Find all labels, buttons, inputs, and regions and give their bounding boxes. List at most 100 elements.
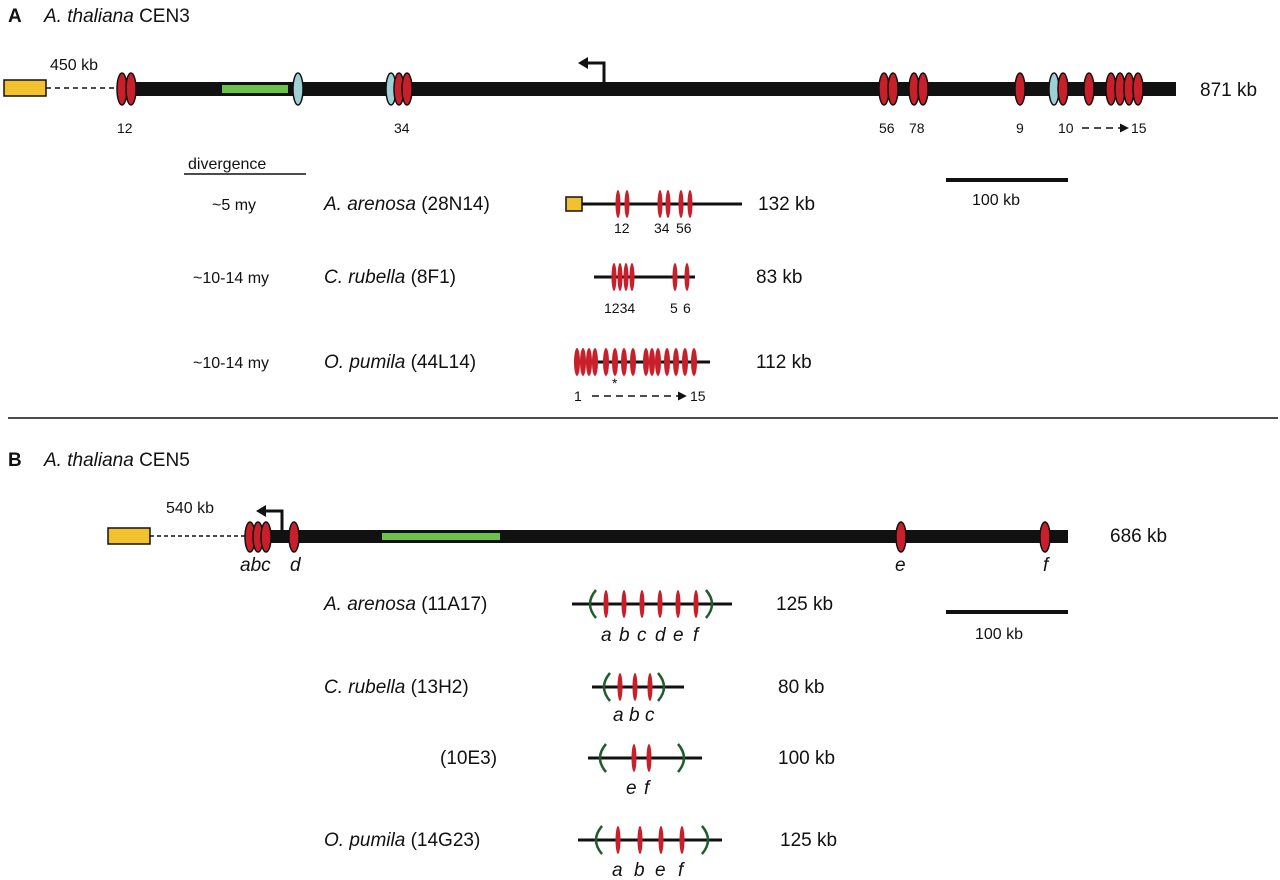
cen5-marker-label: e	[895, 555, 906, 576]
b-row1-left-bracket	[588, 589, 597, 619]
b-row1-right-bracket	[705, 589, 714, 619]
b-row4-species: O. pumila (14G23)	[324, 830, 480, 851]
repeat-red	[675, 590, 681, 618]
repeat-red	[917, 72, 929, 106]
repeat-red	[639, 590, 645, 618]
b-row1-size: 125 kb	[776, 594, 833, 615]
repeat-red	[574, 348, 580, 376]
repeat-red	[603, 590, 609, 618]
cen3-marker-label: 78	[909, 120, 925, 136]
a-row3-asterisk: *	[612, 375, 618, 391]
a-row1-species: A. arenosa (28N14)	[323, 194, 490, 215]
cen3-marker-label: 12	[117, 120, 133, 136]
a-row3-size: 112 kb	[756, 352, 812, 373]
repeat-red	[580, 348, 586, 376]
a-row1-label: 34	[654, 220, 670, 236]
b-row1-label: f	[693, 625, 700, 646]
cen5-size-label: 686 kb	[1110, 526, 1167, 547]
panel-b-letter: B	[8, 450, 22, 471]
cen5-yellow-box	[107, 527, 151, 545]
a-row2-label: 1234	[604, 300, 635, 316]
cen3-size-label: 871 kb	[1200, 80, 1257, 101]
scale-bar-b-label: 100 kb	[975, 626, 1023, 643]
repeat-red	[678, 190, 684, 218]
repeat-red	[630, 348, 636, 376]
cen3-marker-label: 9	[1016, 120, 1024, 136]
b-row3-label: e	[626, 778, 637, 799]
b-row4-left-bracket	[594, 825, 603, 855]
a-row2-repeats	[611, 263, 690, 291]
repeat-red	[637, 826, 643, 854]
b-row4-label: b	[634, 860, 645, 880]
b-row2-left-bracket	[602, 672, 611, 702]
cen3-yellow-box	[3, 79, 47, 97]
a-row1-size: 132 kb	[758, 194, 815, 215]
repeat-red	[125, 72, 137, 106]
repeat-red	[632, 673, 638, 701]
cen3-marker-label: 56	[879, 120, 895, 136]
repeat-red	[655, 348, 661, 376]
cen5-green-block	[382, 533, 500, 540]
scale-bar-a-label: 100 kb	[972, 192, 1020, 209]
repeat-red	[658, 826, 664, 854]
a-row2-species: C. rubella (8F1)	[324, 267, 456, 288]
repeat-red	[612, 348, 618, 376]
repeat-red	[687, 190, 693, 218]
b-row2-repeats	[617, 673, 653, 701]
repeat-red	[624, 190, 630, 218]
repeat-red	[586, 348, 592, 376]
repeat-red	[617, 263, 623, 291]
b-row2-right-bracket	[657, 672, 666, 702]
repeat-red	[288, 521, 300, 553]
a-row3-repeats	[574, 348, 697, 376]
b-row1-label: a	[601, 625, 612, 646]
cen3-marker-label: 10	[1058, 120, 1074, 136]
a-row1-label: 56	[676, 220, 692, 236]
a-row3-divergence: ~10-14 my	[193, 355, 269, 372]
repeat-red	[657, 590, 663, 618]
cen5-marker-label: f	[1043, 555, 1050, 576]
a-row3-label: 1	[574, 388, 582, 404]
cen5-arrowhead	[256, 505, 266, 517]
b-row4-right-bracket	[701, 825, 710, 855]
cen5-gap-label: 540 kb	[166, 500, 214, 517]
repeat-red	[621, 348, 627, 376]
b-row3-clone: (10E3)	[440, 748, 497, 769]
repeat-red	[611, 263, 617, 291]
cen3-repeats	[116, 72, 1144, 106]
a-row2-size: 83 kb	[756, 267, 802, 288]
repeat-red	[603, 348, 609, 376]
b-row2-species: C. rubella (13H2)	[324, 677, 469, 698]
a-row1-repeats	[615, 190, 693, 218]
repeat-red	[691, 348, 697, 376]
divergence-header: divergence	[188, 156, 266, 173]
b-row2-label: a	[613, 705, 624, 726]
b-row1-label: c	[637, 625, 647, 646]
repeat-red	[646, 744, 652, 772]
panel-b-title: A. thaliana CEN5	[43, 450, 190, 471]
cen5-marker-label: d	[290, 555, 302, 576]
repeat-red	[1057, 72, 1069, 106]
repeat-red	[615, 826, 621, 854]
cen3-marker-label: 15	[1131, 120, 1147, 136]
b-row3-size: 100 kb	[778, 748, 835, 769]
b-row3-left-bracket	[598, 743, 607, 773]
repeat-red	[673, 348, 679, 376]
repeat-red	[401, 72, 413, 106]
b-row4-label: e	[655, 860, 666, 880]
cen3-green-block	[222, 85, 288, 93]
repeat-red	[615, 190, 621, 218]
repeat-red	[623, 263, 629, 291]
b-row1-label: d	[655, 625, 667, 646]
repeat-red	[621, 590, 627, 618]
b-row4-label: f	[678, 860, 685, 880]
b-row2-size: 80 kb	[778, 677, 824, 698]
b-row4-size: 125 kb	[780, 830, 837, 851]
cen3-arrowhead	[578, 57, 588, 69]
a-row3-species: O. pumila (44L14)	[324, 352, 476, 373]
repeat-red	[664, 348, 670, 376]
a-row3-label: 15	[690, 388, 706, 404]
panel-a-title: A. thaliana CEN3	[43, 6, 190, 27]
repeat-red	[643, 348, 649, 376]
